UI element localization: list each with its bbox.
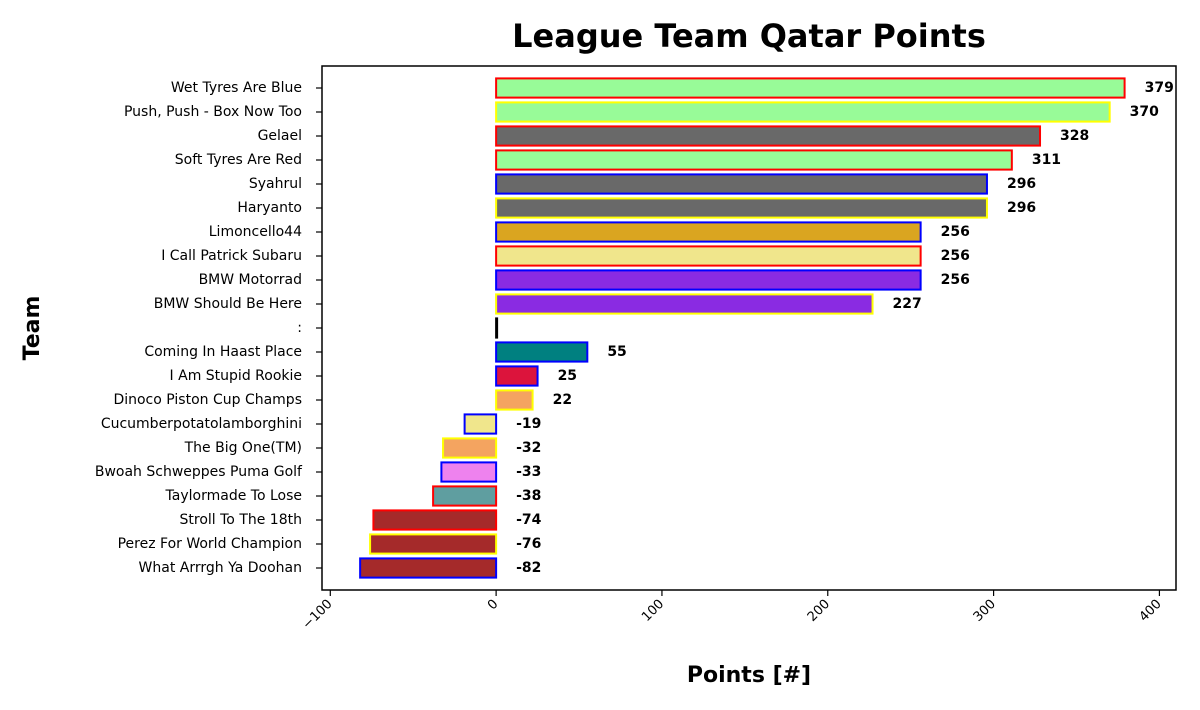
y-tick-label: BMW Motorrad [199, 272, 302, 288]
data-label: -38 [516, 488, 541, 504]
data-label: -76 [516, 536, 541, 552]
x-tick-label: 400 [1137, 597, 1165, 625]
x-axis-label: Points [#] [687, 663, 811, 688]
data-label: 311 [1032, 152, 1061, 168]
y-axis-label: Team [20, 296, 45, 361]
data-label: 370 [1130, 104, 1159, 120]
y-tick-label: I Call Patrick Subaru [161, 248, 302, 264]
y-tick-label: Perez For World Champion [118, 536, 302, 552]
bar [495, 125, 1042, 147]
y-tick-label: Stroll To The 18th [180, 512, 302, 528]
data-label: 328 [1060, 128, 1089, 144]
bar [359, 557, 498, 579]
chart-title: League Team Qatar Points [512, 17, 986, 55]
bar [495, 293, 874, 315]
data-label: 25 [558, 368, 577, 384]
data-label: 379 [1145, 80, 1174, 96]
bar [369, 533, 498, 555]
data-label: -82 [516, 560, 541, 576]
bar [463, 413, 498, 435]
bar [495, 197, 988, 219]
y-tick-label: Bwoah Schweppes Puma Golf [95, 464, 303, 480]
y-tick-label: : [297, 320, 302, 336]
bar [495, 149, 1013, 171]
data-label: -33 [516, 464, 541, 480]
y-tick-label: I Am Stupid Rookie [170, 368, 302, 384]
bar [495, 221, 922, 243]
data-label: -32 [516, 440, 541, 456]
data-label: 55 [607, 344, 626, 360]
bar [372, 509, 498, 531]
data-label: -19 [516, 416, 541, 432]
data-label: 256 [941, 224, 970, 240]
y-tick-label: Push, Push - Box Now Too [124, 104, 302, 120]
y-tick-label: Soft Tyres Are Red [175, 152, 302, 168]
y-tick-label: BMW Should Be Here [154, 296, 302, 312]
x-tick-label: 100 [639, 597, 667, 625]
bar [495, 341, 589, 363]
y-tick-label: Wet Tyres Are Blue [171, 80, 302, 96]
data-label: 22 [553, 392, 572, 408]
x-tick-label: 300 [971, 597, 999, 625]
data-label: 256 [941, 272, 970, 288]
bar [440, 461, 498, 483]
y-tick-label: Gelael [258, 128, 302, 144]
bar [495, 245, 922, 267]
data-label: 256 [941, 248, 970, 264]
data-label: -74 [516, 512, 542, 528]
y-tick-label: Limoncello44 [209, 224, 302, 240]
x-tick-label: 0 [485, 597, 501, 613]
y-tick-label: Syahrul [249, 176, 302, 192]
bar [495, 269, 922, 291]
y-tick-label: Taylormade To Lose [165, 488, 302, 504]
x-tick-label: −100 [300, 597, 336, 633]
y-tick-label: What Arrrgh Ya Doohan [139, 560, 302, 576]
bar [495, 173, 988, 195]
bar [495, 389, 534, 411]
bar [432, 485, 498, 507]
bar [442, 437, 498, 459]
data-label: 296 [1007, 200, 1036, 216]
bar [495, 365, 539, 387]
bar [495, 317, 499, 339]
bar [495, 101, 1111, 123]
x-tick-label: 200 [805, 597, 833, 625]
data-label: 296 [1007, 176, 1036, 192]
y-tick-label: Haryanto [237, 200, 302, 216]
data-label: 227 [893, 296, 922, 312]
y-tick-label: The Big One(TM) [184, 440, 302, 456]
y-tick-label: Cucumberpotatolamborghini [101, 416, 302, 432]
y-tick-label: Coming In Haast Place [144, 344, 302, 360]
y-tick-label: Dinoco Piston Cup Champs [113, 392, 302, 408]
bar [495, 77, 1126, 99]
